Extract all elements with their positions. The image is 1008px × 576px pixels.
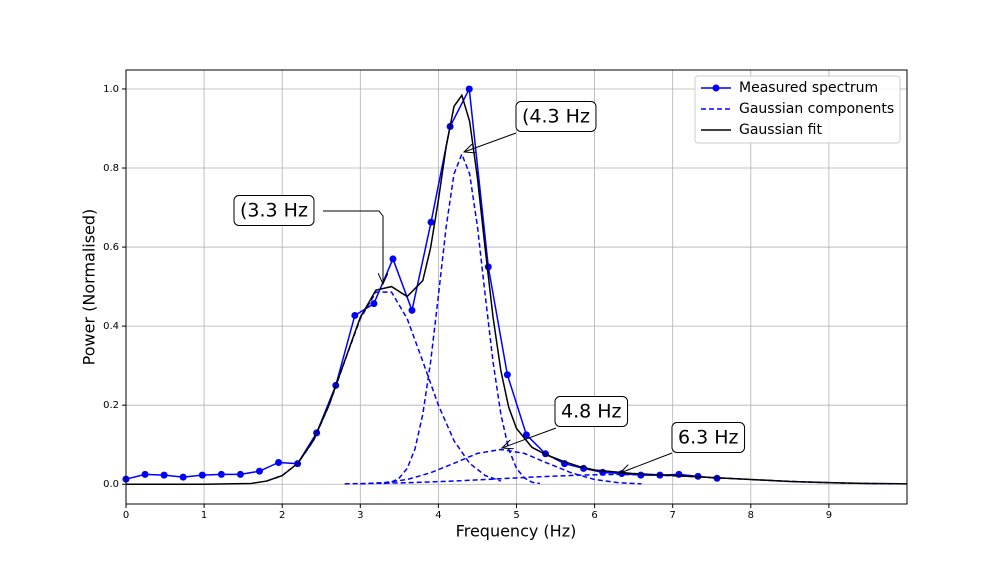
data-point xyxy=(198,471,206,479)
legend-label: Gaussian components xyxy=(739,101,894,117)
annotation: (3.3 Hz xyxy=(240,200,308,222)
annotation: 4.8 Hz xyxy=(561,401,622,423)
data-point xyxy=(503,371,511,379)
annotation-box xyxy=(554,396,629,427)
series-line xyxy=(126,93,908,485)
data-point xyxy=(160,471,168,479)
data-point xyxy=(217,470,225,478)
legend-label: Gaussian fit xyxy=(739,122,822,138)
annotation-arrow xyxy=(620,452,673,473)
annotation-arrow xyxy=(323,210,383,284)
legend-box xyxy=(694,75,901,144)
annotation-box xyxy=(671,422,746,453)
annotation: 6.3 Hz xyxy=(678,427,739,449)
y-tick-label: 0.6 xyxy=(103,242,119,253)
data-point xyxy=(370,300,378,308)
y-tick-label: 0.8 xyxy=(103,163,119,174)
x-tick-label: 9 xyxy=(826,510,832,521)
annotation-arrow xyxy=(464,132,517,152)
data-point xyxy=(408,306,416,314)
annotation: (4.3 Hz xyxy=(522,106,590,128)
data-point xyxy=(255,467,263,475)
data-point xyxy=(522,431,530,439)
data-point xyxy=(351,311,359,319)
ticks: 0 1 2 3 4 5 6 7 8 9 0.0 0.2 0.4 0.6 0.8 1.0 xyxy=(103,84,832,521)
x-tick-label: 1 xyxy=(201,510,207,521)
x-tick-label: 0 xyxy=(123,510,129,521)
x-tick-label: 8 xyxy=(748,510,754,521)
x-tick-label: 7 xyxy=(670,510,676,521)
data-point xyxy=(484,263,492,271)
y-tick-label: 0.2 xyxy=(103,400,119,411)
plot-area xyxy=(122,85,908,485)
data-point xyxy=(427,218,435,226)
series-line xyxy=(383,152,541,485)
annotation-box xyxy=(515,101,597,132)
x-tick-label: 6 xyxy=(591,510,597,521)
data-point xyxy=(179,473,187,481)
legend-marker xyxy=(712,84,720,92)
data-point xyxy=(465,85,473,93)
legend-label: Measured spectrum xyxy=(739,80,878,96)
annotations: (3.3 Hz (4.3 Hz 4.8 Hz 6.3 Hz xyxy=(233,101,746,474)
y-tick-label: 0.4 xyxy=(103,321,119,332)
y-tick-label: 0.0 xyxy=(103,479,119,490)
series-line xyxy=(360,448,642,485)
x-tick-label: 5 xyxy=(513,510,519,521)
y-tick-label: 1.0 xyxy=(103,84,119,95)
annotation-box xyxy=(233,195,315,226)
data-point xyxy=(141,470,149,478)
x-axis-label: Frequency (Hz) xyxy=(456,522,577,541)
x-tick-label: 2 xyxy=(279,510,285,521)
y-axis-label: Power (Normalised) xyxy=(80,209,99,366)
x-tick-label: 4 xyxy=(435,510,441,521)
x-tick-label: 3 xyxy=(357,510,363,521)
data-point xyxy=(236,470,244,478)
data-point xyxy=(275,458,283,466)
series-line xyxy=(344,473,892,485)
legend: Measured spectrum Gaussian components Gaus… xyxy=(694,75,901,144)
data-point xyxy=(389,255,397,263)
annotation-arrow xyxy=(502,427,557,448)
